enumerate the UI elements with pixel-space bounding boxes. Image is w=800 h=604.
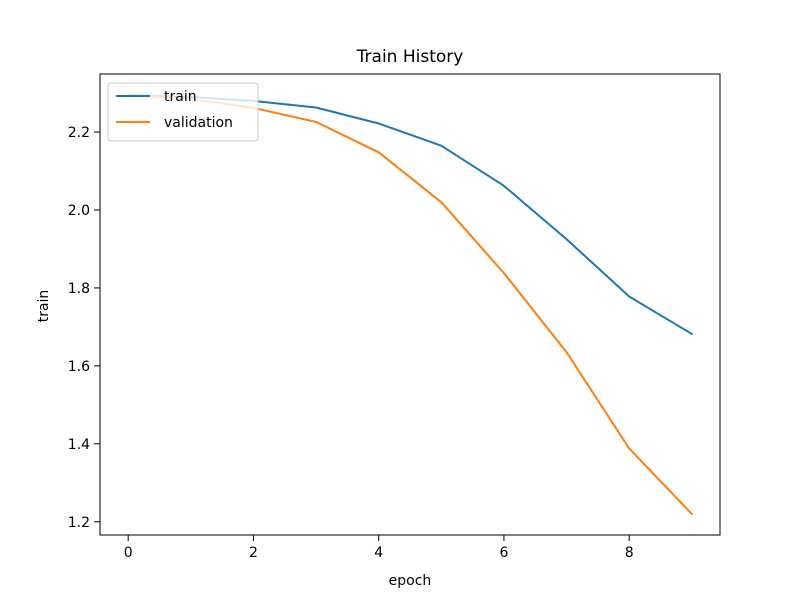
y-tick-label-1: 1.4 xyxy=(68,437,90,453)
x-tick-label-3: 6 xyxy=(499,545,508,561)
x-axis-label: epoch xyxy=(389,573,432,589)
chart-title: Train History xyxy=(356,47,464,67)
y-tick-label-3: 1.8 xyxy=(68,281,90,297)
legend-label-1: validation xyxy=(164,115,233,131)
legend-label-0: train xyxy=(164,89,197,105)
x-tick-label-2: 4 xyxy=(374,545,383,561)
y-tick-label-5: 2.2 xyxy=(68,125,90,141)
y-tick-label-2: 1.6 xyxy=(68,359,90,375)
plot-area xyxy=(100,74,720,535)
y-axis-label: train xyxy=(36,290,52,323)
x-tick-label-1: 2 xyxy=(249,545,258,561)
legend-box xyxy=(107,82,259,142)
legend: train validation xyxy=(107,82,259,142)
x-tick-label-0: 0 xyxy=(124,545,133,561)
plot-layer: 0 2 4 6 8 1.2 1.4 1.6 1.8 2.0 2.2 xyxy=(68,73,721,561)
x-tick-label-4: 8 xyxy=(625,545,634,561)
y-tick-label-4: 2.0 xyxy=(68,203,90,219)
plot-frame xyxy=(99,73,721,536)
y-tick-label-0: 1.2 xyxy=(68,515,90,531)
